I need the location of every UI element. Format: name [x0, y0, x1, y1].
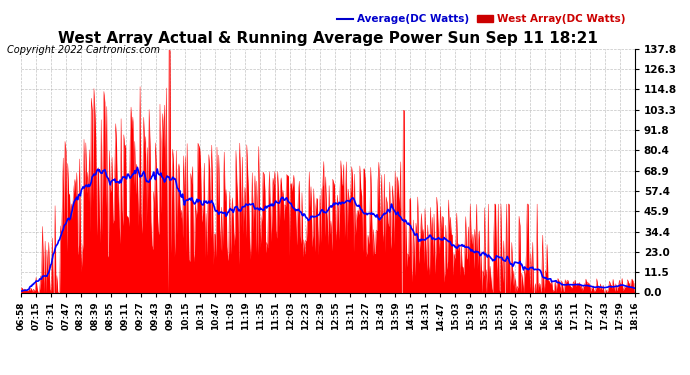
- Title: West Array Actual & Running Average Power Sun Sep 11 18:21: West Array Actual & Running Average Powe…: [58, 31, 598, 46]
- Text: Copyright 2022 Cartronics.com: Copyright 2022 Cartronics.com: [7, 45, 160, 55]
- Legend: Average(DC Watts), West Array(DC Watts): Average(DC Watts), West Array(DC Watts): [333, 10, 629, 28]
